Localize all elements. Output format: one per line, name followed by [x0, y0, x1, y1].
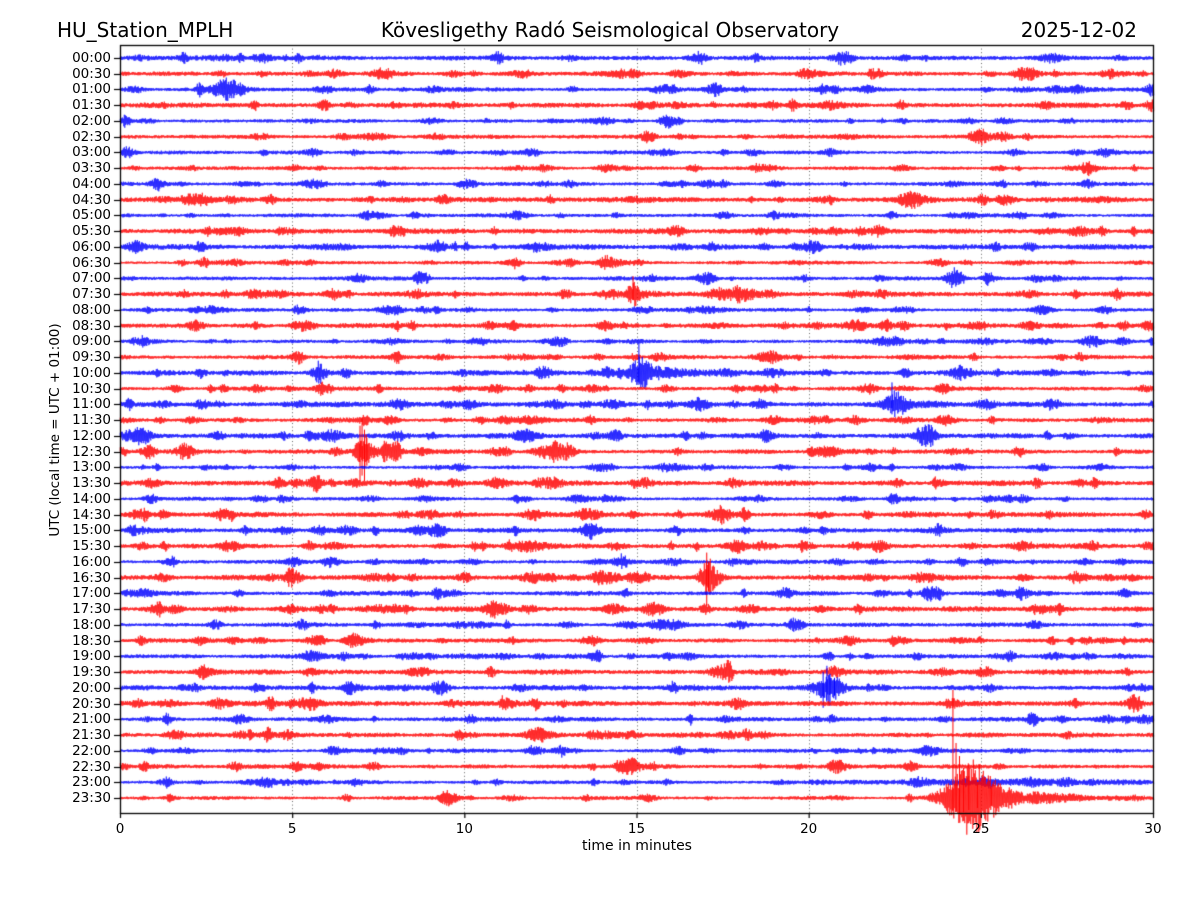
y-tick-label: 15:30: [72, 538, 111, 555]
y-tick-label: 14:30: [72, 506, 111, 523]
y-tick-label: 09:00: [72, 333, 111, 350]
y-tick-label: 11:30: [72, 412, 111, 429]
y-tick-label: 17:00: [72, 585, 111, 602]
x-tick-label: 0: [115, 821, 125, 837]
x-tick-label: 10: [455, 821, 473, 837]
y-tick-label: 23:00: [72, 774, 111, 791]
y-tick-label: 02:30: [72, 128, 111, 145]
y-tick-label: 08:00: [72, 301, 111, 318]
y-tick-label: 21:30: [72, 727, 111, 744]
y-tick-label: 02:00: [72, 112, 111, 129]
y-tick-label: 14:00: [72, 490, 111, 507]
y-tick-label: 09:30: [72, 349, 111, 366]
y-tick-label: 12:00: [72, 427, 111, 444]
y-tick-label: 03:00: [72, 144, 111, 161]
y-tick-label: 04:30: [72, 191, 111, 208]
y-tick-label: 10:30: [72, 380, 111, 397]
y-tick-label: 06:30: [72, 254, 111, 271]
y-tick-label: 01:30: [72, 97, 111, 114]
y-tick-label: 19:30: [72, 664, 111, 681]
station-title: HU_Station_MPLH: [57, 18, 234, 42]
date-label: 2025-12-02: [1020, 18, 1137, 42]
y-tick-label: 13:30: [72, 475, 111, 492]
x-tick-label: 15: [627, 821, 646, 837]
y-tick-label: 15:00: [72, 522, 111, 539]
y-tick-label: 20:30: [72, 695, 111, 712]
y-tick-label: 18:00: [72, 616, 111, 633]
y-tick-label: 05:30: [72, 223, 111, 240]
y-tick-label: 21:00: [72, 711, 111, 728]
y-tick-label: 22:30: [72, 758, 111, 775]
y-tick-label: 00:30: [72, 65, 111, 82]
y-tick-label: 00:00: [72, 50, 111, 66]
y-axis-title: UTC (local time = UTC + 01:00): [47, 323, 63, 537]
y-tick-label: 01:00: [72, 81, 111, 98]
y-tick-label: 10:00: [72, 364, 111, 381]
y-tick-label: 12:30: [72, 443, 111, 460]
x-tick-label: 25: [972, 821, 990, 837]
y-tick-label: 04:00: [72, 175, 111, 192]
y-tick-label: 07:00: [72, 270, 111, 287]
y-tick-label: 03:30: [72, 160, 111, 177]
y-tick-label: 23:30: [72, 790, 111, 806]
y-tick-label: 06:00: [72, 238, 111, 255]
observatory-title: Kövesligethy Radó Seismological Observat…: [380, 18, 840, 42]
y-tick-label: 16:00: [72, 553, 111, 570]
y-tick-label: 17:30: [72, 601, 111, 618]
y-tick-label: 20:00: [72, 679, 111, 696]
y-tick-label: 16:30: [72, 569, 111, 586]
y-tick-label: 11:00: [72, 396, 111, 413]
y-tick-label: 19:00: [72, 648, 111, 665]
x-tick-label: 20: [800, 821, 818, 837]
y-tick-label: 07:30: [72, 286, 111, 303]
y-tick-label: 18:30: [72, 632, 111, 649]
y-tick-label: 08:30: [72, 317, 111, 334]
x-tick-label: 5: [287, 821, 297, 837]
x-axis-title: time in minutes: [582, 838, 692, 854]
y-tick-label: 22:00: [72, 742, 111, 759]
y-tick-label: 05:00: [72, 207, 111, 224]
y-tick-label: 13:00: [72, 459, 111, 476]
x-tick-label: 30: [1144, 821, 1162, 837]
